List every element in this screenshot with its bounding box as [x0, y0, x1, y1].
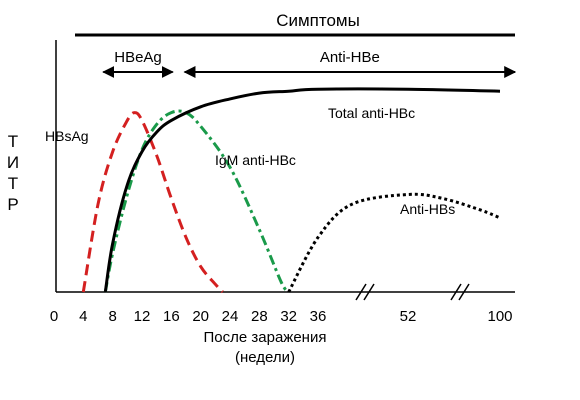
y-label-letter: Р: [7, 195, 18, 214]
phase-label: HBeAg: [114, 49, 162, 66]
x-tick-label: 52: [400, 308, 417, 325]
series-label: IgM anti-HBc: [215, 152, 296, 168]
chart-title: Симптомы: [276, 11, 360, 30]
break-mark: [355, 283, 367, 301]
axis-break-marks: [355, 283, 470, 301]
phase-arrows: HBeAg Anti-HBe: [102, 49, 517, 78]
series-label: HBsAg: [45, 128, 89, 144]
series-label: Anti-HBs: [400, 201, 455, 217]
series-curves: [81, 87, 501, 294]
break-mark: [458, 283, 470, 301]
x-tick-label: 0: [50, 308, 58, 325]
series-labels: HBsAg IgM anti-HBc Total anti-HBc Anti-HBs: [45, 105, 455, 217]
series-label: Total anti-HBc: [328, 105, 415, 121]
break-mark: [363, 283, 375, 301]
x-tick-label: 8: [108, 308, 116, 325]
x-axis-label-line2: (недели): [235, 349, 295, 366]
y-label-letter: И: [7, 153, 19, 172]
series-line: [103, 109, 290, 294]
series-line: [287, 192, 501, 293]
x-tick-label: 28: [251, 308, 268, 325]
x-tick-label: 16: [163, 308, 180, 325]
x-tick-label: 12: [134, 308, 151, 325]
break-mark: [450, 283, 462, 301]
series-line: [81, 111, 224, 294]
x-axis-label-line1: После заражения: [204, 329, 327, 346]
x-tick-label: 100: [487, 308, 512, 325]
x-tick-label: 4: [79, 308, 87, 325]
y-label-letter: Т: [8, 132, 18, 151]
x-tick-label: 32: [280, 308, 297, 325]
x-tick-label: 20: [192, 308, 209, 325]
x-tick-label: 36: [310, 308, 327, 325]
phase-label: Anti-HBe: [320, 49, 380, 66]
y-label-letter: Т: [8, 174, 18, 193]
x-tick-labels: 0 4 8 12 16 20 24 28 32 36 52 100: [50, 308, 513, 325]
series-line: [103, 87, 501, 293]
x-tick-label: 24: [222, 308, 239, 325]
